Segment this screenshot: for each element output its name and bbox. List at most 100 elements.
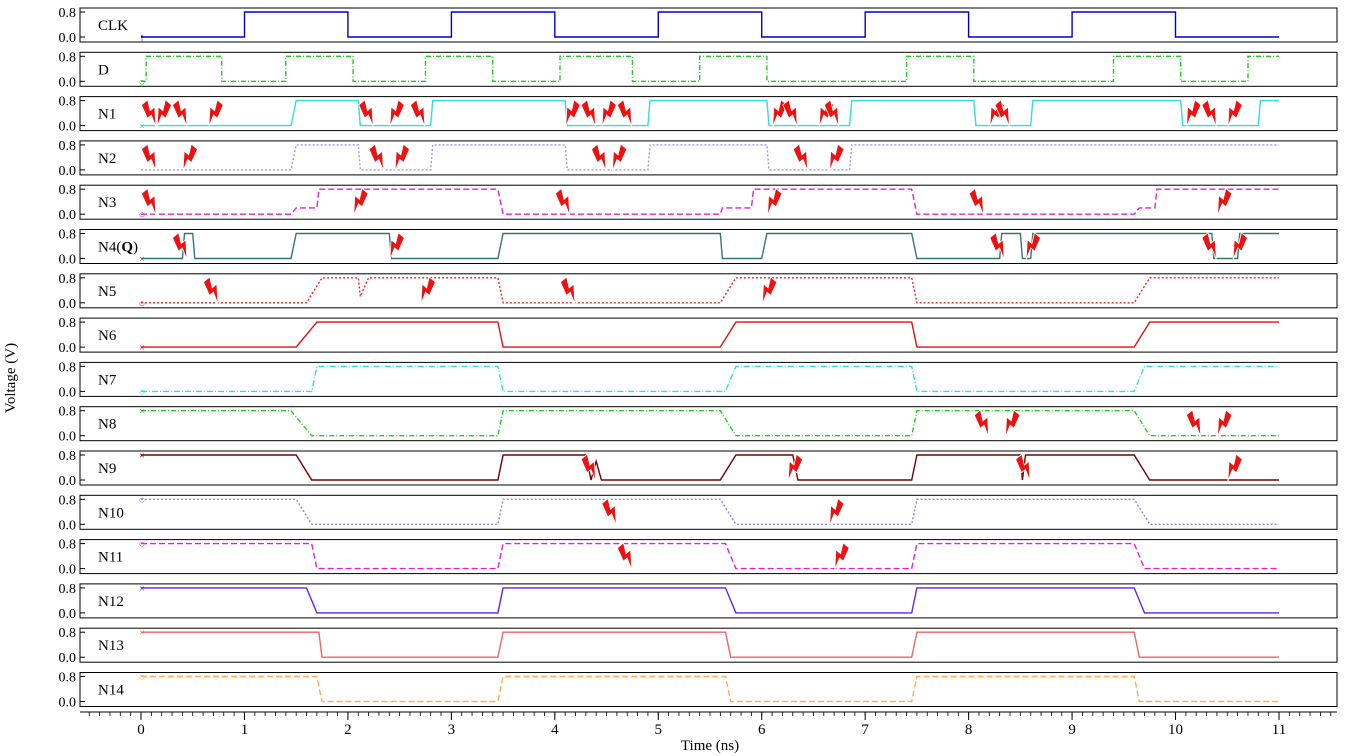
panel-frame <box>79 140 1338 176</box>
y-axis-title: Voltage (V) <box>3 343 19 413</box>
series-label: N11 <box>98 550 123 566</box>
series-label: N6 <box>98 328 117 344</box>
fault-injection-marker <box>829 143 845 172</box>
fault-injection-marker <box>601 99 617 127</box>
fault-injection-marker <box>140 143 157 172</box>
panel-frame <box>79 273 1338 309</box>
panel-frame <box>79 539 1338 575</box>
panel-frame <box>79 627 1338 663</box>
panel-n11: 0.8 0.0 N11 ○ <box>59 538 1338 578</box>
series-label: N13 <box>98 638 124 654</box>
series-label: CLK <box>98 18 128 34</box>
series-start-marker: ○ <box>139 539 146 551</box>
y-tick-label: 0.0 <box>59 341 77 356</box>
fault-injection-marker <box>601 497 617 526</box>
fault-injection-marker <box>611 143 628 172</box>
series-line <box>141 55 1279 82</box>
panel-n6: 0.8 0.0 N6 × <box>59 316 1338 356</box>
fault-injection-marker <box>559 276 576 305</box>
x-tick-label: 11 <box>1272 722 1286 738</box>
y-tick-label: 0.8 <box>59 582 77 597</box>
panel-n8: 0.8 0.0 N8 × <box>59 405 1338 445</box>
series-line <box>141 587 1279 614</box>
series-line <box>141 631 1279 658</box>
series-start-marker: ○ <box>139 76 146 88</box>
series-line <box>141 144 1279 171</box>
x-tick-label: 4 <box>551 722 559 738</box>
y-tick-label: 0.8 <box>59 493 77 508</box>
series-start-marker: ○ <box>139 298 146 310</box>
fault-injection-marker <box>616 542 633 570</box>
y-tick-label: 0.0 <box>59 430 77 445</box>
fault-injection-marker <box>580 99 596 127</box>
y-tick-label: 0.8 <box>59 272 77 287</box>
panel-frame <box>79 583 1338 619</box>
series-label: N10 <box>98 505 124 521</box>
panel-frame <box>79 96 1338 132</box>
y-tick-label: 0.8 <box>59 95 77 110</box>
x-tick-label: 7 <box>861 722 869 738</box>
y-tick-label: 0.8 <box>59 538 77 553</box>
y-tick-label: 0.0 <box>59 607 77 622</box>
fault-injection-marker <box>368 143 384 172</box>
fault-injection-marker <box>1201 99 1217 127</box>
fault-injection-marker <box>565 99 581 127</box>
series-start-marker: × <box>139 121 145 133</box>
fault-injection-marker <box>1227 453 1243 482</box>
panel-frame <box>79 7 1338 43</box>
y-tick-label: 0.8 <box>59 50 77 65</box>
fault-injection-marker <box>616 99 633 127</box>
fault-injection-marker <box>767 187 783 216</box>
panel-n7: 0.8 0.0 N7 ○ <box>59 360 1338 400</box>
panels-group: 0.80.0CLK↑0.80.0D○0.80.0N1×0.80.0N20.80.… <box>59 6 1338 711</box>
x-tick-label: 1 <box>241 722 249 738</box>
y-tick-label: 0.8 <box>59 139 77 154</box>
fault-injection-marker <box>761 276 778 305</box>
fault-injection-marker <box>172 231 188 260</box>
series-line <box>141 11 1279 38</box>
fault-injection-marker <box>994 99 1010 127</box>
y-tick-label: 0.8 <box>59 183 77 198</box>
series-line <box>141 410 1279 437</box>
y-tick-label: 0.0 <box>59 696 77 711</box>
y-tick-label: 0.0 <box>59 474 77 489</box>
series-label: N1 <box>98 107 116 123</box>
series-label: N8 <box>98 417 116 433</box>
fault-injection-marker <box>590 143 607 172</box>
series-line <box>141 321 1279 348</box>
fault-injection-marker <box>782 99 798 127</box>
panel-n1: 0.8 0.0 N1 × <box>59 95 1338 135</box>
y-tick-label: 0.0 <box>59 563 77 578</box>
series-start-marker: × <box>139 406 145 418</box>
series-label: N2 <box>98 151 116 167</box>
fault-injection-marker <box>409 99 426 127</box>
panel-n4-q-: 0.8 0.0 N4(Q)× <box>59 228 1338 268</box>
x-tick-label: 10 <box>1168 722 1183 738</box>
fault-injection-marker <box>140 187 157 216</box>
fault-injection-marker <box>1005 409 1021 438</box>
fault-injection-marker <box>389 231 405 260</box>
fault-injection-marker <box>394 143 411 172</box>
series-line <box>141 188 1279 215</box>
fault-injection-marker <box>1227 99 1243 127</box>
fault-injection-marker <box>989 231 1005 260</box>
panel-n10: 0.8 0.0 N10 ○ <box>59 493 1338 533</box>
series-line <box>141 454 1279 481</box>
series-start-marker: ○ <box>139 209 146 221</box>
fault-injection-marker <box>140 99 157 127</box>
series-label: N12 <box>98 594 124 610</box>
fault-injection-marker <box>968 187 984 216</box>
series-start-marker: ↑ <box>139 32 145 44</box>
series-line <box>141 542 1279 570</box>
y-tick-label: 0.0 <box>59 164 77 179</box>
fault-injection-marker <box>182 143 198 172</box>
fault-injection-marker <box>208 99 224 127</box>
fault-injection-marker <box>1201 231 1217 260</box>
panel-frame <box>79 406 1338 442</box>
x-axis-title: Time (ns) <box>681 738 739 754</box>
panel-n5: 0.8 0.0 N5 ○ <box>59 272 1338 312</box>
panel-clk: 0.8 0.0 CLK ↑ <box>59 6 1338 46</box>
y-tick-label: 0.0 <box>59 385 77 400</box>
fault-injection-marker <box>823 99 840 127</box>
